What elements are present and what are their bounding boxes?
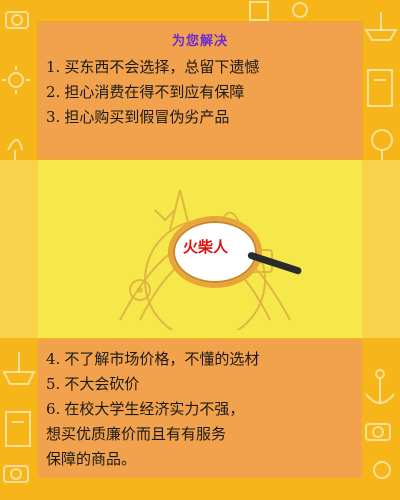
camera-icon — [3, 465, 29, 483]
building-icon — [5, 411, 31, 447]
sun-icon — [373, 461, 391, 479]
list-item-continuation: 保障的商品。 — [46, 450, 137, 468]
list-item: 3. 担心购买到假冒伪劣产品 — [46, 105, 259, 130]
top-item-list: 1. 买东西不会选择，总留下遗憾 2. 担心消费在得不到应有保障 3. 担心购买到假冒… — [46, 55, 259, 130]
magnifier-lens — [168, 216, 262, 288]
brand-logo-text: 火柴人 — [183, 238, 229, 256]
list-item: 2. 担心消费在得不到应有保障 — [46, 80, 259, 105]
tree-icon — [292, 2, 308, 18]
item-text: 担心消费在得不到应有保障 — [64, 83, 245, 101]
top-info-card: 为您解决 1. 买东西不会选择，总留下遗憾 2. 担心消费在得不到应有保障 3. 担心… — [38, 22, 362, 159]
item-text: 担心购买到假冒伪劣产品 — [64, 108, 230, 126]
anchor-icon — [365, 369, 395, 404]
item-number: 4. — [46, 350, 61, 368]
list-item-continuation: 想买优质廉价而且有有服务 — [46, 425, 227, 443]
band-edge-right — [362, 160, 400, 338]
list-item: 4. 不了解市场价格，不懂的选材 — [46, 347, 259, 372]
list-item: 6. 在校大学生经济实力不强， — [46, 397, 259, 422]
sun-icon — [2, 66, 30, 94]
bottom-info-card: 4. 不了解市场价格，不懂的选材 5. 不大会砍价 6. 在校大学生经济实力不强， 想… — [38, 339, 362, 478]
camera-icon — [365, 423, 391, 441]
band-edge-left — [0, 160, 38, 338]
item-number: 3. — [46, 108, 61, 126]
item-number: 1. — [46, 58, 61, 76]
item-number: 2. — [46, 83, 61, 101]
item-number: 5. — [46, 375, 61, 393]
item-text: 在校大学生经济实力不强， — [64, 400, 245, 418]
card-title: 为您解决 — [171, 34, 228, 49]
item-text: 买东西不会选择，总留下遗憾 — [64, 58, 260, 76]
camera-icon — [5, 11, 29, 29]
building-icon — [249, 1, 269, 21]
item-text: 不大会砍价 — [64, 375, 140, 393]
item-text: 不了解市场价格，不懂的选材 — [64, 350, 260, 368]
ship-icon — [364, 12, 398, 41]
bottom-item-list: 4. 不了解市场价格，不懂的选材 5. 不大会砍价 6. 在校大学生经济实力不强， 想… — [46, 347, 259, 472]
ship-icon — [2, 352, 36, 385]
building-icon — [367, 69, 393, 107]
list-item: 5. 不大会砍价 — [46, 372, 259, 397]
list-item: 1. 买东西不会选择，总留下遗憾 — [46, 55, 259, 80]
item-number: 6. — [46, 400, 61, 418]
